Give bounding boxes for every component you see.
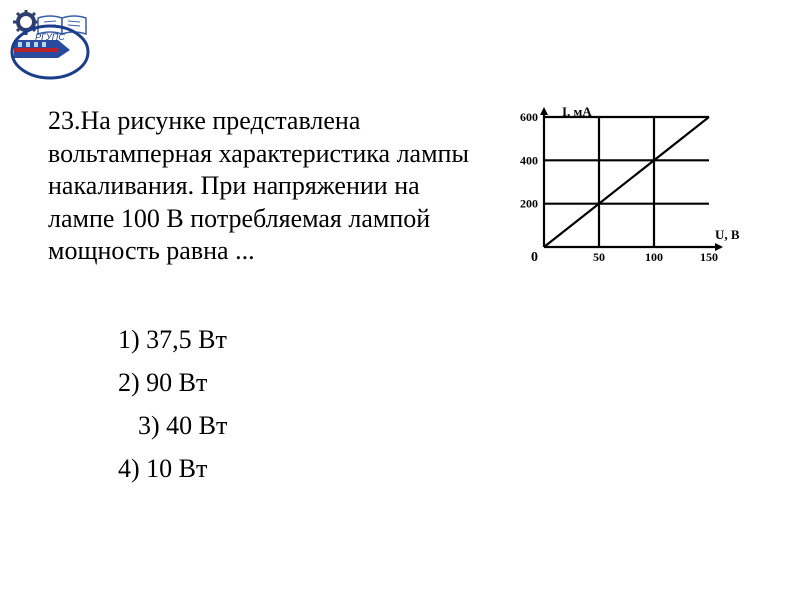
option-2: 2) 90 Вт bbox=[118, 363, 752, 402]
svg-text:200: 200 bbox=[520, 197, 538, 211]
iv-chart: 200 400 600 0 50 100 150 I, мА U, В bbox=[512, 105, 752, 280]
svg-text:400: 400 bbox=[520, 153, 538, 167]
institution-logo: РГУПС bbox=[10, 10, 90, 80]
svg-text:150: 150 bbox=[700, 250, 718, 264]
svg-text:I, мА: I, мА bbox=[562, 105, 592, 119]
question-text: 23.На рисунке представлена вольтамперная… bbox=[48, 105, 472, 268]
svg-text:100: 100 bbox=[645, 250, 663, 264]
logo-text: РГУПС bbox=[35, 32, 65, 42]
answer-options: 1) 37,5 Вт 2) 90 Вт 3) 40 Вт 4) 10 Вт bbox=[118, 320, 752, 488]
option-3: 3) 40 Вт bbox=[138, 406, 752, 445]
svg-text:600: 600 bbox=[520, 110, 538, 124]
svg-text:U, В: U, В bbox=[715, 227, 740, 242]
option-1: 1) 37,5 Вт bbox=[118, 320, 752, 359]
question-block: 23.На рисунке представлена вольтамперная… bbox=[48, 105, 752, 492]
option-4: 4) 10 Вт bbox=[118, 449, 752, 488]
svg-text:50: 50 bbox=[593, 250, 605, 264]
svg-text:0: 0 bbox=[531, 250, 538, 265]
